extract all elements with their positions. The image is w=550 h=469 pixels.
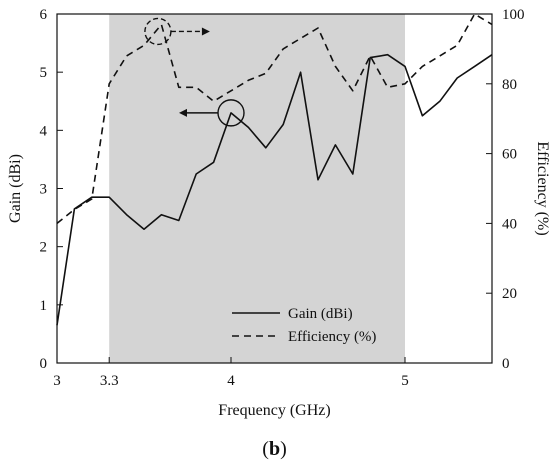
y-right-tick-label: 60 [502, 147, 517, 163]
y-right-tick-label: 0 [502, 356, 510, 372]
series-line-gain [56, 53, 493, 326]
y-axis-left-label: Gain (dBi) [7, 154, 24, 223]
y-left-tick-label: 4 [40, 123, 48, 139]
y-left-tick-label: 5 [40, 65, 48, 81]
x-tick-label: 3.3 [100, 373, 119, 389]
series-layer [56, 13, 493, 326]
y-right-tick-label: 100 [502, 7, 525, 23]
y-right-tick-label: 20 [502, 286, 517, 302]
y-left-tick-label: 6 [40, 7, 48, 23]
annotation-arrowhead-efficiency [201, 27, 210, 36]
annotation-layer [144, 17, 245, 127]
x-tick-label: 3 [53, 373, 61, 389]
y-left-tick-label: 1 [40, 298, 48, 314]
x-tick-label: 5 [401, 373, 409, 389]
y-axis-right-label: Efficiency (%) [534, 141, 550, 235]
shaded-band [109, 14, 405, 363]
legend-label-gain: Gain (dBi) [288, 306, 353, 322]
y-right-tick-label: 80 [502, 77, 517, 93]
y-right-tick-label: 40 [502, 216, 517, 232]
legend-label-efficiency: Efficiency (%) [288, 329, 376, 345]
legend: Gain (dBi) Efficiency (%) [232, 306, 376, 345]
x-tick-label: 4 [227, 373, 235, 389]
y-left-tick-label: 2 [40, 240, 48, 256]
figure-caption: (b) [262, 438, 286, 460]
annotation-arrowhead-gain [179, 108, 187, 117]
y-left-tick-label: 3 [40, 182, 48, 198]
x-axis-label: Frequency (GHz) [218, 402, 330, 419]
series-line-efficiency [56, 13, 493, 225]
y-left-tick-label: 0 [40, 356, 48, 372]
